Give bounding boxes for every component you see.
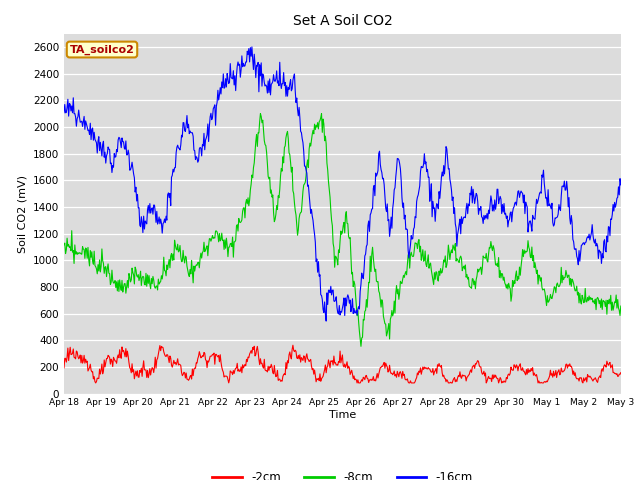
Text: TA_soilco2: TA_soilco2 <box>70 44 134 55</box>
Y-axis label: Soil CO2 (mV): Soil CO2 (mV) <box>17 175 28 252</box>
X-axis label: Time: Time <box>329 410 356 420</box>
Legend: -2cm, -8cm, -16cm: -2cm, -8cm, -16cm <box>207 466 477 480</box>
Title: Set A Soil CO2: Set A Soil CO2 <box>292 14 392 28</box>
